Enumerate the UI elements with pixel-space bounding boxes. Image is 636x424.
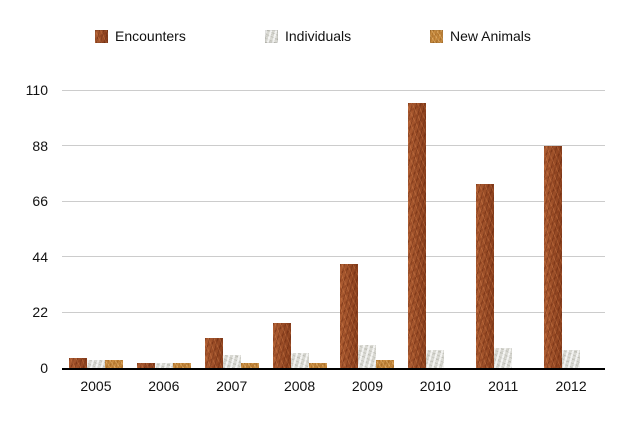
bar-new-animals-2009[interactable] [376, 360, 394, 368]
legend-label-new-animals: New Animals [450, 28, 531, 44]
legend-swatch-encounters-icon [95, 29, 108, 43]
bar-new-animals-2007[interactable] [241, 363, 259, 368]
bar-encounters-2008[interactable] [273, 323, 291, 368]
x-tick-label: 2007 [216, 378, 248, 394]
gridline [62, 89, 605, 91]
x-tick-label: 2011 [488, 378, 519, 394]
y-tick-label: 44 [32, 248, 48, 265]
bar-individuals-2007[interactable] [223, 355, 241, 368]
gridline [62, 311, 605, 313]
bar-individuals-2008[interactable] [291, 353, 309, 368]
bar-individuals-2005[interactable] [87, 360, 105, 368]
legend-swatch-new-animals-icon [430, 29, 443, 43]
x-tick-label: 2012 [555, 378, 587, 394]
x-tick-label: 2005 [80, 378, 112, 394]
legend-label-individuals: Individuals [285, 28, 352, 44]
bar-individuals-2011[interactable] [494, 348, 512, 368]
bar-new-animals-2006[interactable] [173, 363, 191, 368]
bar-individuals-2012[interactable] [562, 350, 580, 368]
x-tick-label: 2010 [419, 378, 451, 394]
legend-item-encounters[interactable]: Encounters [95, 24, 186, 48]
legend-item-individuals[interactable]: Individuals [265, 24, 351, 48]
bar-encounters-2005[interactable] [69, 358, 87, 368]
bar-encounters-2006[interactable] [137, 363, 155, 368]
bar-encounters-2011[interactable] [476, 184, 494, 368]
y-tick-label: 66 [32, 193, 48, 210]
x-tick-label: 2008 [283, 378, 316, 394]
y-tick-label: 88 [32, 137, 48, 154]
x-tick-label: 2006 [148, 378, 180, 394]
bar-individuals-2010[interactable] [426, 350, 444, 368]
bar-encounters-2007[interactable] [205, 338, 223, 368]
legend-swatch-individuals-icon [265, 29, 278, 43]
bar-individuals-2006[interactable] [155, 363, 173, 368]
legend-item-new-animals[interactable]: New Animals [430, 24, 531, 48]
bar-new-animals-2008[interactable] [309, 363, 327, 368]
bar-individuals-2009[interactable] [358, 345, 376, 368]
bar-new-animals-2005[interactable] [105, 360, 123, 368]
bar-encounters-2009[interactable] [340, 264, 358, 368]
gridline [62, 145, 605, 147]
y-tick-label: 22 [32, 304, 48, 321]
gridline [62, 200, 605, 202]
y-tick-label: 110 [25, 82, 48, 98]
y-tick-label: 0 [40, 360, 48, 376]
x-tick-label: 2009 [351, 378, 384, 394]
x-axis-line [62, 368, 605, 370]
bar-encounters-2010[interactable] [408, 103, 426, 368]
bar-encounters-2012[interactable] [544, 146, 562, 368]
gridline [62, 256, 605, 258]
legend-label-encounters: Encounters [115, 28, 186, 44]
